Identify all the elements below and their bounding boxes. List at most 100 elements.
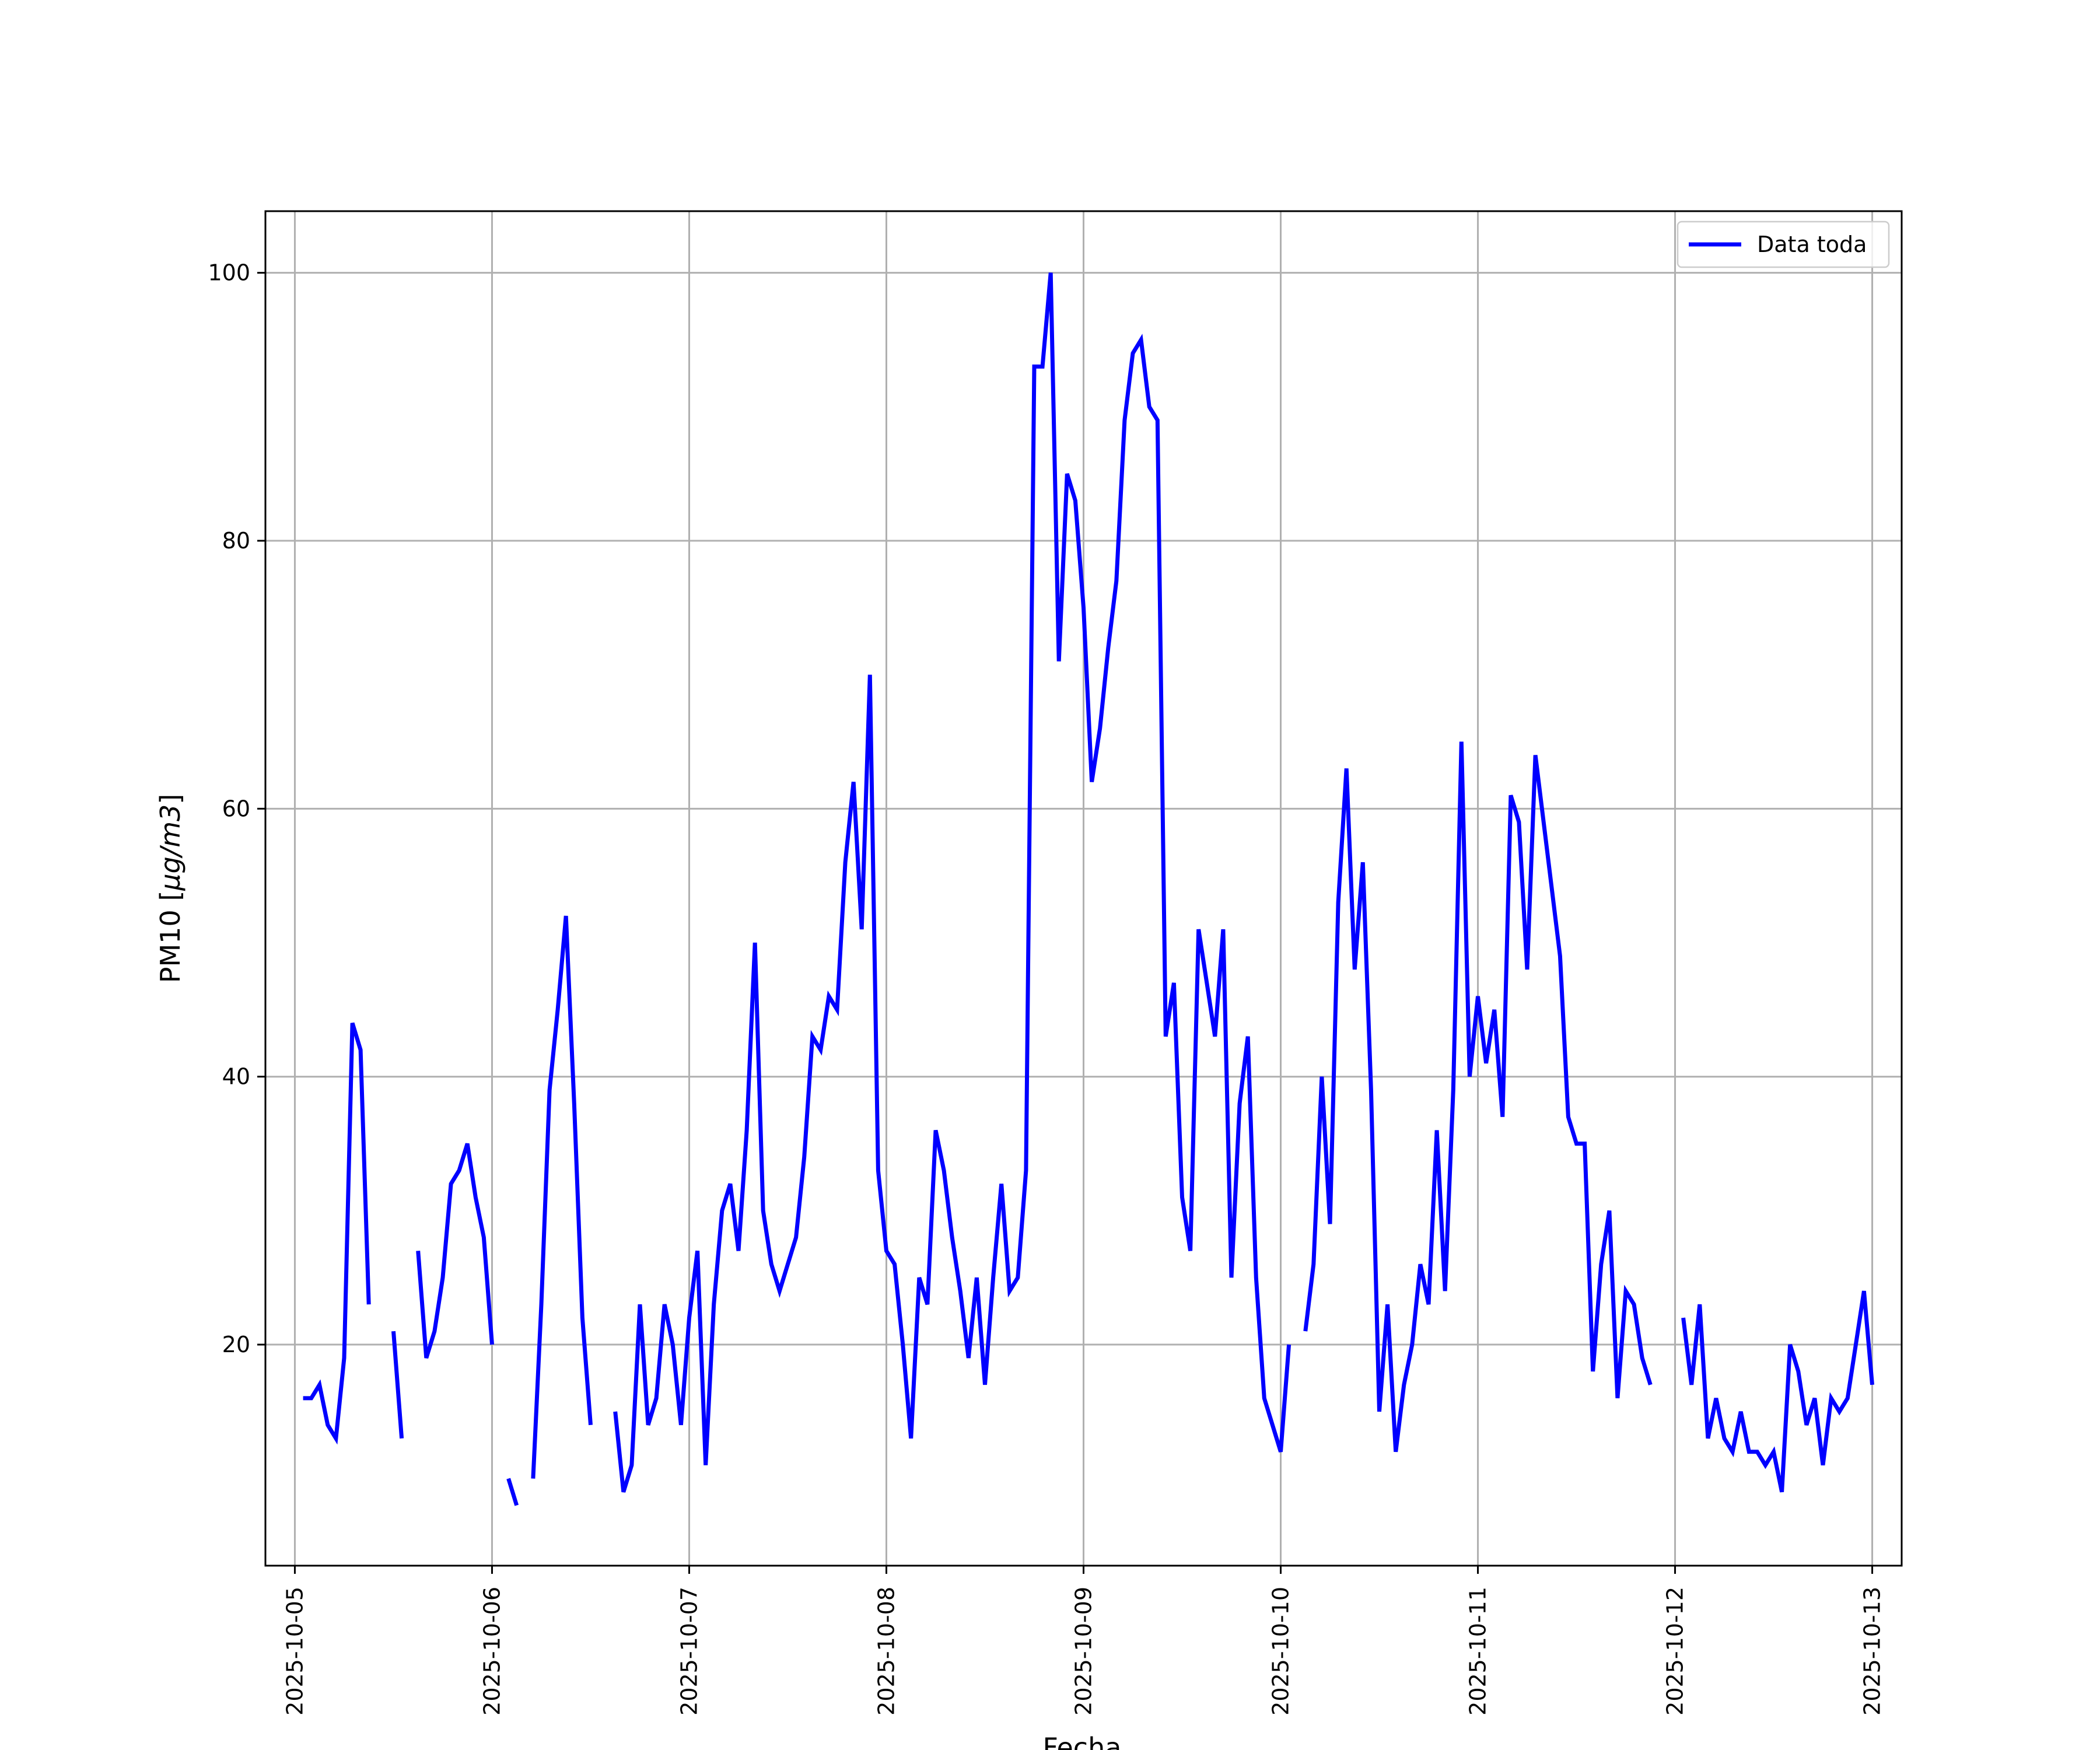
data-point [1576, 1143, 1577, 1144]
data-point [360, 1049, 361, 1050]
data-point [960, 1291, 961, 1292]
data-point [1510, 795, 1511, 796]
data-point [508, 1478, 509, 1479]
data-point [713, 1304, 714, 1305]
series-line-segment [506, 1478, 519, 1506]
data-point [327, 1424, 328, 1425]
legend-label: Data toda [1757, 232, 1867, 257]
data-point [1469, 1076, 1470, 1077]
x-axis-label: Fecha [1043, 1732, 1122, 1750]
data-point [1872, 1384, 1873, 1385]
data-point [845, 862, 846, 863]
data-point [1280, 1451, 1281, 1452]
data-point [1379, 1411, 1380, 1412]
data-point [968, 1358, 969, 1359]
legend-box [1676, 220, 1890, 268]
series-line-segment [531, 915, 593, 1479]
data-point [1839, 1411, 1840, 1412]
data-point [1642, 1358, 1643, 1359]
data-point [1034, 366, 1035, 367]
series-line-segment [416, 1143, 494, 1359]
y-axis: 20 40 60 80 100 [208, 260, 265, 1357]
data-point [1568, 1116, 1569, 1117]
data-point [664, 1304, 665, 1305]
legend: Data toda [1676, 220, 1890, 268]
y-axis-label-suffix: ] [155, 794, 186, 804]
data-point [771, 1264, 772, 1265]
data-point [1592, 1371, 1593, 1372]
series-line-segment [303, 1022, 371, 1445]
data-point [344, 1358, 345, 1359]
data-point [516, 1505, 517, 1506]
x-tick-label: 2025-10-09 [1071, 1587, 1097, 1716]
data-point [1214, 1036, 1215, 1037]
x-tick-label: 2025-10-06 [479, 1587, 505, 1716]
data-point [1502, 1116, 1503, 1117]
data-point [1395, 1451, 1396, 1452]
data-point [1321, 1076, 1322, 1077]
data-point [1757, 1451, 1758, 1452]
data-point [1313, 1264, 1314, 1265]
series-line-segment [1303, 741, 1653, 1452]
data-point [319, 1384, 320, 1385]
data-point [1198, 929, 1199, 930]
x-tick-label: 2025-10-10 [1268, 1587, 1294, 1716]
x-tick-label: 2025-10-12 [1662, 1587, 1688, 1716]
x-tick-label: 2025-10-07 [676, 1587, 702, 1716]
data-point [1732, 1451, 1733, 1452]
y-tick-label: 80 [222, 528, 250, 554]
data-point [1157, 420, 1158, 421]
data-point [779, 1291, 780, 1292]
y-axis-label-prefix: PM10 [ [155, 891, 186, 984]
x-tick-label: 2025-10-08 [873, 1587, 899, 1716]
y-tick-label: 20 [222, 1332, 250, 1357]
data-point [1272, 1424, 1273, 1425]
data-point [1305, 1331, 1306, 1332]
data-point [1083, 607, 1084, 608]
data-point [1124, 420, 1125, 421]
data-point [812, 1036, 813, 1037]
series-line-segment [391, 1331, 404, 1439]
data-point [1338, 902, 1339, 903]
y-axis-label: PM10 [μg/m3] [155, 794, 186, 984]
x-axis: 2025-10-05 2025-10-06 2025-10-07 2025-10-08… [282, 1566, 1885, 1716]
data-point [1691, 1384, 1692, 1385]
data-point [1346, 768, 1347, 769]
data-point [927, 1304, 928, 1305]
data-point [1773, 1451, 1774, 1452]
data-point [1206, 982, 1207, 983]
data-point [837, 1009, 838, 1010]
series-layer [303, 272, 1874, 1506]
x-tick-label: 2025-10-13 [1860, 1587, 1885, 1716]
series-line-segment [1681, 1290, 1874, 1493]
data-point [475, 1197, 476, 1198]
data-point [574, 1103, 575, 1104]
data-point [1387, 1304, 1388, 1305]
data-point [590, 1424, 591, 1425]
data-point [952, 1237, 953, 1238]
data-point [1699, 1304, 1700, 1305]
data-point [894, 1264, 895, 1265]
data-point [1650, 1384, 1651, 1385]
y-tick-label: 60 [222, 796, 250, 821]
data-point [1009, 1291, 1010, 1292]
y-axis-label-unit: μg/m3 [155, 804, 186, 891]
data-point [820, 1049, 821, 1050]
y-tick-label: 100 [208, 260, 250, 286]
x-tick-label: 2025-10-05 [282, 1587, 307, 1716]
data-point [467, 1143, 468, 1144]
data-point [1461, 741, 1462, 742]
data-point [763, 1210, 764, 1211]
series-line-segment [613, 272, 1292, 1493]
data-point [393, 1331, 394, 1332]
data-point [459, 1170, 460, 1171]
data-point [1042, 366, 1043, 367]
data-point [648, 1424, 649, 1425]
data-point [434, 1331, 435, 1332]
data-point [1584, 1143, 1585, 1144]
data-point [1806, 1424, 1807, 1425]
grid-lines [265, 211, 1902, 1566]
data-point [541, 1304, 542, 1305]
x-tick-label: 2025-10-11 [1465, 1587, 1491, 1716]
